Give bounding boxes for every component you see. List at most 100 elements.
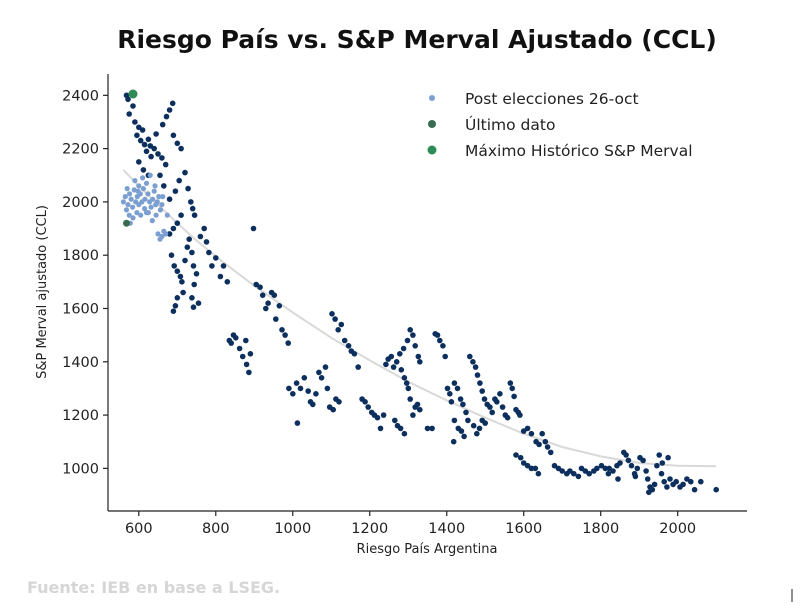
historico-point [286,385,292,392]
historico-point [499,404,506,410]
historico-point [691,486,698,493]
historico-point [467,353,473,360]
historico-point [190,263,197,269]
historico-point [551,462,558,469]
legend-marker-ultimo-dato [428,120,436,128]
historico-point [217,273,224,280]
historico-point [547,449,554,456]
historico-point [179,279,185,285]
post-elecciones-point [136,183,142,189]
y-tick-label: 1000 [62,461,99,477]
historico-point [141,141,148,148]
historico-point [170,132,177,139]
historico-point [293,380,300,386]
post-elecciones-point [145,210,151,216]
historico-point [161,183,167,189]
y-tick-label: 2400 [62,88,99,104]
x-tick-label: 1000 [274,521,311,537]
historico-point [451,380,458,386]
historico-point [673,478,679,485]
historico-point [137,137,144,144]
historico-point [451,417,458,424]
historico-point [134,132,140,139]
historico-point [667,476,673,482]
historico-point [365,404,372,410]
post-elecciones-point [157,207,163,213]
historico-point [417,406,423,413]
historico-point [477,380,483,386]
historico-point [559,468,565,474]
historico-point [393,359,400,365]
historico-point [404,337,411,344]
historico-point [189,249,195,256]
historico-point [257,284,263,291]
historico-point [481,396,488,402]
historico-point [279,327,285,333]
historico-point [174,220,181,226]
historico-point [301,375,308,381]
historico-point [535,470,542,477]
historico-point [332,316,338,322]
historico-point [509,385,515,392]
legend-marker-maximo-historico [427,145,437,155]
maximo-historico-point [128,89,138,99]
historico-point [444,385,451,392]
post-elecciones-point [147,172,153,178]
historico-point [163,113,170,120]
historico-point [698,478,704,485]
historico-point [171,263,177,269]
historico-point [139,127,146,133]
historico-point [250,225,257,232]
post-elecciones-point [159,233,165,240]
historico-point [454,385,461,392]
historico-point [151,145,157,152]
historico-point [472,364,479,370]
historico-point [247,351,254,357]
post-elecciones-point [149,218,155,224]
historico-point [305,388,312,394]
historico-point [463,409,469,416]
post-elecciones-point [143,180,150,186]
post-elecciones-point [128,196,134,202]
post-elecciones-point [159,202,165,208]
post-elecciones-point [160,194,166,200]
historico-point [197,233,204,240]
historico-point [644,476,651,482]
historico-point [470,359,476,365]
x-tick-label: 600 [125,521,153,537]
historico-point [126,111,132,117]
historico-point [447,391,453,397]
historico-point [143,148,150,155]
historico-point [345,343,352,349]
historico-point [276,303,283,309]
historico-point [310,401,316,408]
historico-point [654,462,660,469]
historico-point [166,196,173,202]
historico-point [489,409,496,416]
historico-point [341,337,348,344]
historico-point [383,361,389,368]
historico-point [401,430,408,437]
historico-point [355,364,362,370]
historico-point [172,303,179,309]
post-elecciones-point [124,186,130,192]
historico-point [461,433,467,440]
historico-point [586,470,592,477]
legend-label-maximo-historico: Máximo Histórico S&P Merval [465,142,693,160]
historico-point [195,300,202,307]
post-elecciones-point [120,199,126,205]
historico-point [414,401,421,408]
historico-point [290,391,296,397]
historico-point [424,425,431,432]
historico-point [434,332,441,338]
historico-point [507,380,514,386]
historico-point [410,332,416,338]
historico-point [520,460,527,466]
historico-point [582,468,589,474]
historico-point [520,428,527,434]
historico-point [659,460,666,466]
historico-point [236,345,243,352]
trend-layer [122,169,717,468]
historico-point [602,465,609,472]
historico-point [528,465,535,472]
